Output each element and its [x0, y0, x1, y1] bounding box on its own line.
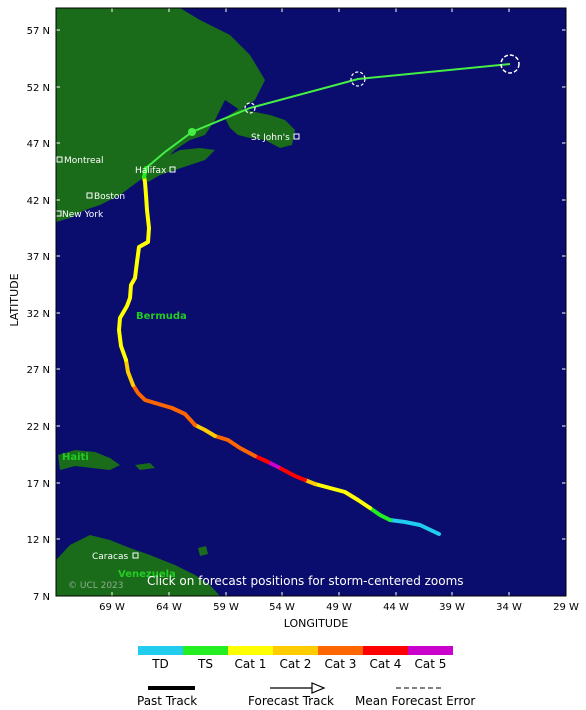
- latitude-label: 47 N: [27, 139, 50, 150]
- legend-category-label: Cat 3: [325, 657, 357, 671]
- forecast-track[interactable]: [145, 54, 520, 169]
- latitude-label: 57 N: [27, 26, 50, 37]
- latitude-label: 42 N: [27, 196, 50, 207]
- longitude-label: 49 W: [326, 602, 352, 613]
- latitude-label: 52 N: [27, 83, 50, 94]
- past-track-segment: [276, 465, 307, 482]
- past-track-segment: [124, 358, 135, 387]
- forecast-error-circle-3[interactable]: [500, 54, 520, 74]
- latitude-labels: 57 N 52 N 47 N 42 N 37 N 32 N 27 N 22 N 17 N 12 N…: [27, 26, 50, 603]
- past-track-segment: [117, 175, 151, 362]
- legend-swatch: [273, 646, 318, 655]
- city-marker-boston: [86, 192, 93, 199]
- region-label-venezuela: Venezuela: [118, 569, 176, 580]
- city-marker-caracas: [132, 552, 139, 559]
- past-track: [117, 166, 441, 536]
- land-north-america: [56, 8, 265, 222]
- legend-swatch: [138, 646, 183, 655]
- legend-swatch: [363, 646, 408, 655]
- intensity-legend: TD TS Cat 1 Cat 2 Cat 3 Cat 4 Cat 5: [138, 646, 453, 671]
- legend-category-label: TD: [151, 657, 169, 671]
- past-track-segment: [368, 506, 392, 522]
- copyright-text: © UCL 2023: [68, 581, 124, 591]
- longitude-labels: 69 W 64 W 59 W 54 W 49 W 44 W 39 W 34 W 29 W: [99, 602, 579, 613]
- longitude-axis-title: LONGITUDE: [284, 617, 349, 630]
- legend-swatch: [408, 646, 453, 655]
- legend-swatch: [183, 646, 228, 655]
- legend-category-label: TS: [197, 657, 213, 671]
- city-label-halifax: Halifax: [135, 166, 167, 176]
- longitude-label: 29 W: [553, 602, 579, 613]
- legend-category-label: Cat 2: [280, 657, 312, 671]
- city-label-new-york: New York: [62, 210, 104, 220]
- longitude-label: 64 W: [156, 602, 182, 613]
- latitude-label: 22 N: [27, 422, 50, 433]
- land-south-america: [56, 535, 220, 596]
- past-track-segment: [142, 166, 148, 179]
- latitude-label: 17 N: [27, 479, 50, 490]
- land-masses: [56, 8, 295, 596]
- grid-ticks: [56, 8, 567, 597]
- forecast-point-1[interactable]: [188, 128, 196, 136]
- track-legend: Past Track Forecast Track Mean Forecast …: [137, 682, 475, 708]
- longitude-label: 44 W: [383, 602, 409, 613]
- longitude-label: 69 W: [99, 602, 125, 613]
- city-marker-st-johns: [293, 133, 300, 140]
- forecast-error-circle-2[interactable]: [350, 71, 366, 87]
- past-track-segment: [213, 434, 257, 458]
- past-track-segment: [131, 383, 197, 427]
- past-track-segment: [193, 423, 217, 438]
- land-newfoundland: [225, 108, 295, 148]
- city-label-caracas: Caracas: [92, 552, 128, 562]
- city-marker-halifax: [169, 166, 176, 173]
- legend-category-label: Cat 5: [415, 657, 447, 671]
- latitude-label: 7 N: [33, 592, 50, 603]
- land-trinidad: [198, 546, 208, 556]
- longitude-label: 34 W: [496, 602, 522, 613]
- past-track-legend-label: Past Track: [137, 694, 197, 708]
- land-hispaniola: [58, 450, 120, 470]
- latitude-label: 37 N: [27, 252, 50, 263]
- forecast-track-line: [145, 63, 511, 169]
- map-border: [55, 7, 567, 597]
- land-nova-scotia: [140, 148, 215, 182]
- legend-category-label: Cat 1: [235, 657, 267, 671]
- region-label-haiti: Haiti: [62, 452, 89, 463]
- mean-error-legend-label: Mean Forecast Error: [355, 694, 475, 708]
- latitude-label: 32 N: [27, 309, 50, 320]
- land-puerto-rico: [135, 463, 155, 470]
- past-track-segment: [388, 518, 441, 536]
- latitude-axis-title: LATITUDE: [8, 273, 21, 326]
- legend-swatch: [318, 646, 363, 655]
- forecast-track-legend-label: Forecast Track: [248, 694, 334, 708]
- city-markers: Montreal Boston New York Halifax St John…: [55, 133, 300, 562]
- longitude-label: 54 W: [269, 602, 295, 613]
- city-marker-montreal: [56, 156, 63, 163]
- city-label-boston: Boston: [94, 192, 125, 202]
- past-track-segment: [253, 454, 270, 464]
- latitude-label: 27 N: [27, 365, 50, 376]
- region-label-bermuda: Bermuda: [136, 311, 187, 322]
- city-label-montreal: Montreal: [64, 156, 104, 166]
- longitude-label: 39 W: [439, 602, 465, 613]
- legend-swatch: [228, 646, 273, 655]
- past-track-segment: [313, 482, 372, 510]
- longitude-label: 59 W: [213, 602, 239, 613]
- city-label-st-johns: St John's: [251, 133, 290, 143]
- forecast-track-legend-arrow: [311, 682, 326, 694]
- forecast-error-circle-1[interactable]: [244, 102, 256, 114]
- legend-category-label: Cat 4: [370, 657, 402, 671]
- latitude-label: 12 N: [27, 535, 50, 546]
- zoom-instruction-note: Click on forecast positions for storm-ce…: [147, 574, 464, 588]
